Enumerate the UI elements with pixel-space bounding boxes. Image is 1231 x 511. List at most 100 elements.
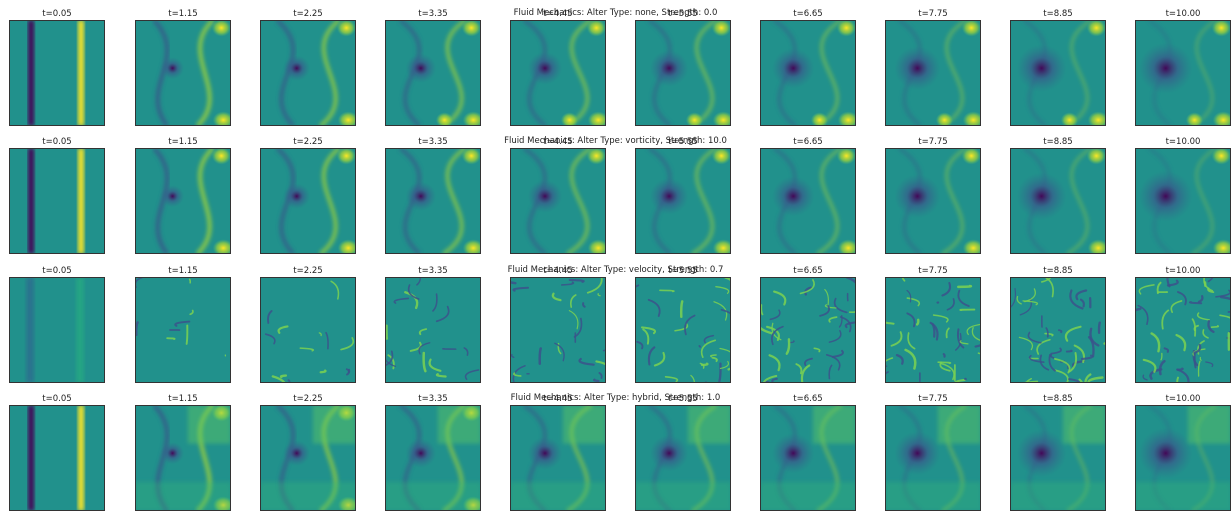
panel-time-label: t=2.25	[293, 137, 323, 147]
panel-hybrid-t9: t=10.00	[1135, 394, 1231, 511]
heatmap-field	[635, 148, 731, 254]
panel-time-label: t=10.00	[1165, 137, 1201, 147]
heatmap-field	[1135, 405, 1231, 511]
panel-time-label: t=7.75	[918, 137, 948, 147]
panel-time-label: t=6.65	[793, 9, 823, 19]
heatmap-field	[135, 20, 231, 126]
panel-vorticity-t3: t=3.35	[385, 137, 481, 254]
panel-vorticity-t0: t=0.05	[9, 137, 105, 254]
heatmap-field	[760, 148, 856, 254]
panel-time-label: t=3.35	[418, 266, 448, 276]
panel-vorticity-t9: t=10.00	[1135, 137, 1231, 254]
panel-time-label: t=7.75	[918, 266, 948, 276]
heatmap-field	[760, 20, 856, 126]
heatmap-field	[9, 20, 105, 126]
panel-velocity-t4: t=4.45	[510, 266, 606, 383]
heatmap-field	[135, 277, 231, 383]
heatmap-field	[635, 277, 731, 383]
heatmap-field	[1010, 405, 1106, 511]
panel-none-t8: t=8.85	[1010, 9, 1106, 126]
panel-hybrid-t8: t=8.85	[1010, 394, 1106, 511]
heatmap-field	[135, 405, 231, 511]
panel-time-label: t=6.65	[793, 137, 823, 147]
panel-time-label: t=4.45	[543, 266, 573, 276]
panel-time-label: t=4.45	[543, 394, 573, 404]
panel-time-label: t=5.55	[668, 137, 698, 147]
heatmap-field	[9, 148, 105, 254]
heatmap-field	[510, 148, 606, 254]
panel-vorticity-t7: t=7.75	[885, 137, 981, 254]
panel-time-label: t=0.05	[42, 266, 72, 276]
panel-time-label: t=5.55	[668, 9, 698, 19]
row-title-none: Fluid Mechanics: Alter Type: none, Stren…	[513, 8, 718, 18]
heatmap-field	[760, 277, 856, 383]
heatmap-field	[510, 277, 606, 383]
heatmap-field	[385, 20, 481, 126]
panel-time-label: t=3.35	[418, 9, 448, 19]
heatmap-field	[635, 405, 731, 511]
panel-time-label: t=6.65	[793, 266, 823, 276]
panel-velocity-t3: t=3.35	[385, 266, 481, 383]
panel-time-label: t=1.15	[168, 137, 198, 147]
panel-none-t5: t=5.55	[635, 9, 731, 126]
panel-none-t2: t=2.25	[260, 9, 356, 126]
panel-velocity-t7: t=7.75	[885, 266, 981, 383]
heatmap-field	[510, 20, 606, 126]
panel-none-t9: t=10.00	[1135, 9, 1231, 126]
heatmap-field	[760, 405, 856, 511]
panel-time-label: t=8.85	[1043, 394, 1073, 404]
heatmap-field	[885, 405, 981, 511]
heatmap-field	[385, 405, 481, 511]
panel-none-t1: t=1.15	[135, 9, 231, 126]
heatmap-field	[1135, 20, 1231, 126]
heatmap-field	[385, 148, 481, 254]
panel-hybrid-t2: t=2.25	[260, 394, 356, 511]
panel-time-label: t=0.05	[42, 394, 72, 404]
panel-hybrid-t3: t=3.35	[385, 394, 481, 511]
heatmap-field	[135, 148, 231, 254]
panel-time-label: t=10.00	[1165, 9, 1201, 19]
panel-time-label: t=7.75	[918, 9, 948, 19]
panel-time-label: t=0.05	[42, 137, 72, 147]
heatmap-field	[885, 20, 981, 126]
panel-hybrid-t1: t=1.15	[135, 394, 231, 511]
panel-time-label: t=10.00	[1165, 394, 1201, 404]
panel-time-label: t=5.55	[668, 394, 698, 404]
panel-velocity-t9: t=10.00	[1135, 266, 1231, 383]
heatmap-field	[1010, 20, 1106, 126]
panel-vorticity-t5: t=5.55	[635, 137, 731, 254]
row-title-vorticity: Fluid Mechanics: Alter Type: vorticity, …	[504, 136, 727, 146]
panel-none-t3: t=3.35	[385, 9, 481, 126]
panel-vorticity-t6: t=6.65	[760, 137, 856, 254]
heatmap-field	[260, 405, 356, 511]
panel-time-label: t=1.15	[168, 9, 198, 19]
panel-velocity-t0: t=0.05	[9, 266, 105, 383]
panel-vorticity-t2: t=2.25	[260, 137, 356, 254]
panel-time-label: t=3.35	[418, 137, 448, 147]
row-title-hybrid: Fluid Mechanics: Alter Type: hybrid, Str…	[510, 393, 721, 403]
panel-time-label: t=4.45	[543, 137, 573, 147]
panel-time-label: t=1.15	[168, 266, 198, 276]
panel-none-t6: t=6.65	[760, 9, 856, 126]
heatmap-field	[260, 20, 356, 126]
heatmap-field	[510, 405, 606, 511]
panel-velocity-t1: t=1.15	[135, 266, 231, 383]
panel-hybrid-t4: t=4.45	[510, 394, 606, 511]
panel-time-label: t=4.45	[543, 9, 573, 19]
heatmap-field	[9, 405, 105, 511]
panel-hybrid-t0: t=0.05	[9, 394, 105, 511]
panel-velocity-t5: t=5.55	[635, 266, 731, 383]
panel-vorticity-t8: t=8.85	[1010, 137, 1106, 254]
panel-time-label: t=6.65	[793, 394, 823, 404]
heatmap-field	[885, 277, 981, 383]
panel-time-label: t=8.85	[1043, 9, 1073, 19]
panel-time-label: t=10.00	[1165, 266, 1201, 276]
panel-hybrid-t6: t=6.65	[760, 394, 856, 511]
heatmap-field	[885, 148, 981, 254]
heatmap-field	[385, 277, 481, 383]
panel-none-t0: t=0.05	[9, 9, 105, 126]
heatmap-field	[635, 20, 731, 126]
panel-vorticity-t1: t=1.15	[135, 137, 231, 254]
panel-time-label: t=7.75	[918, 394, 948, 404]
